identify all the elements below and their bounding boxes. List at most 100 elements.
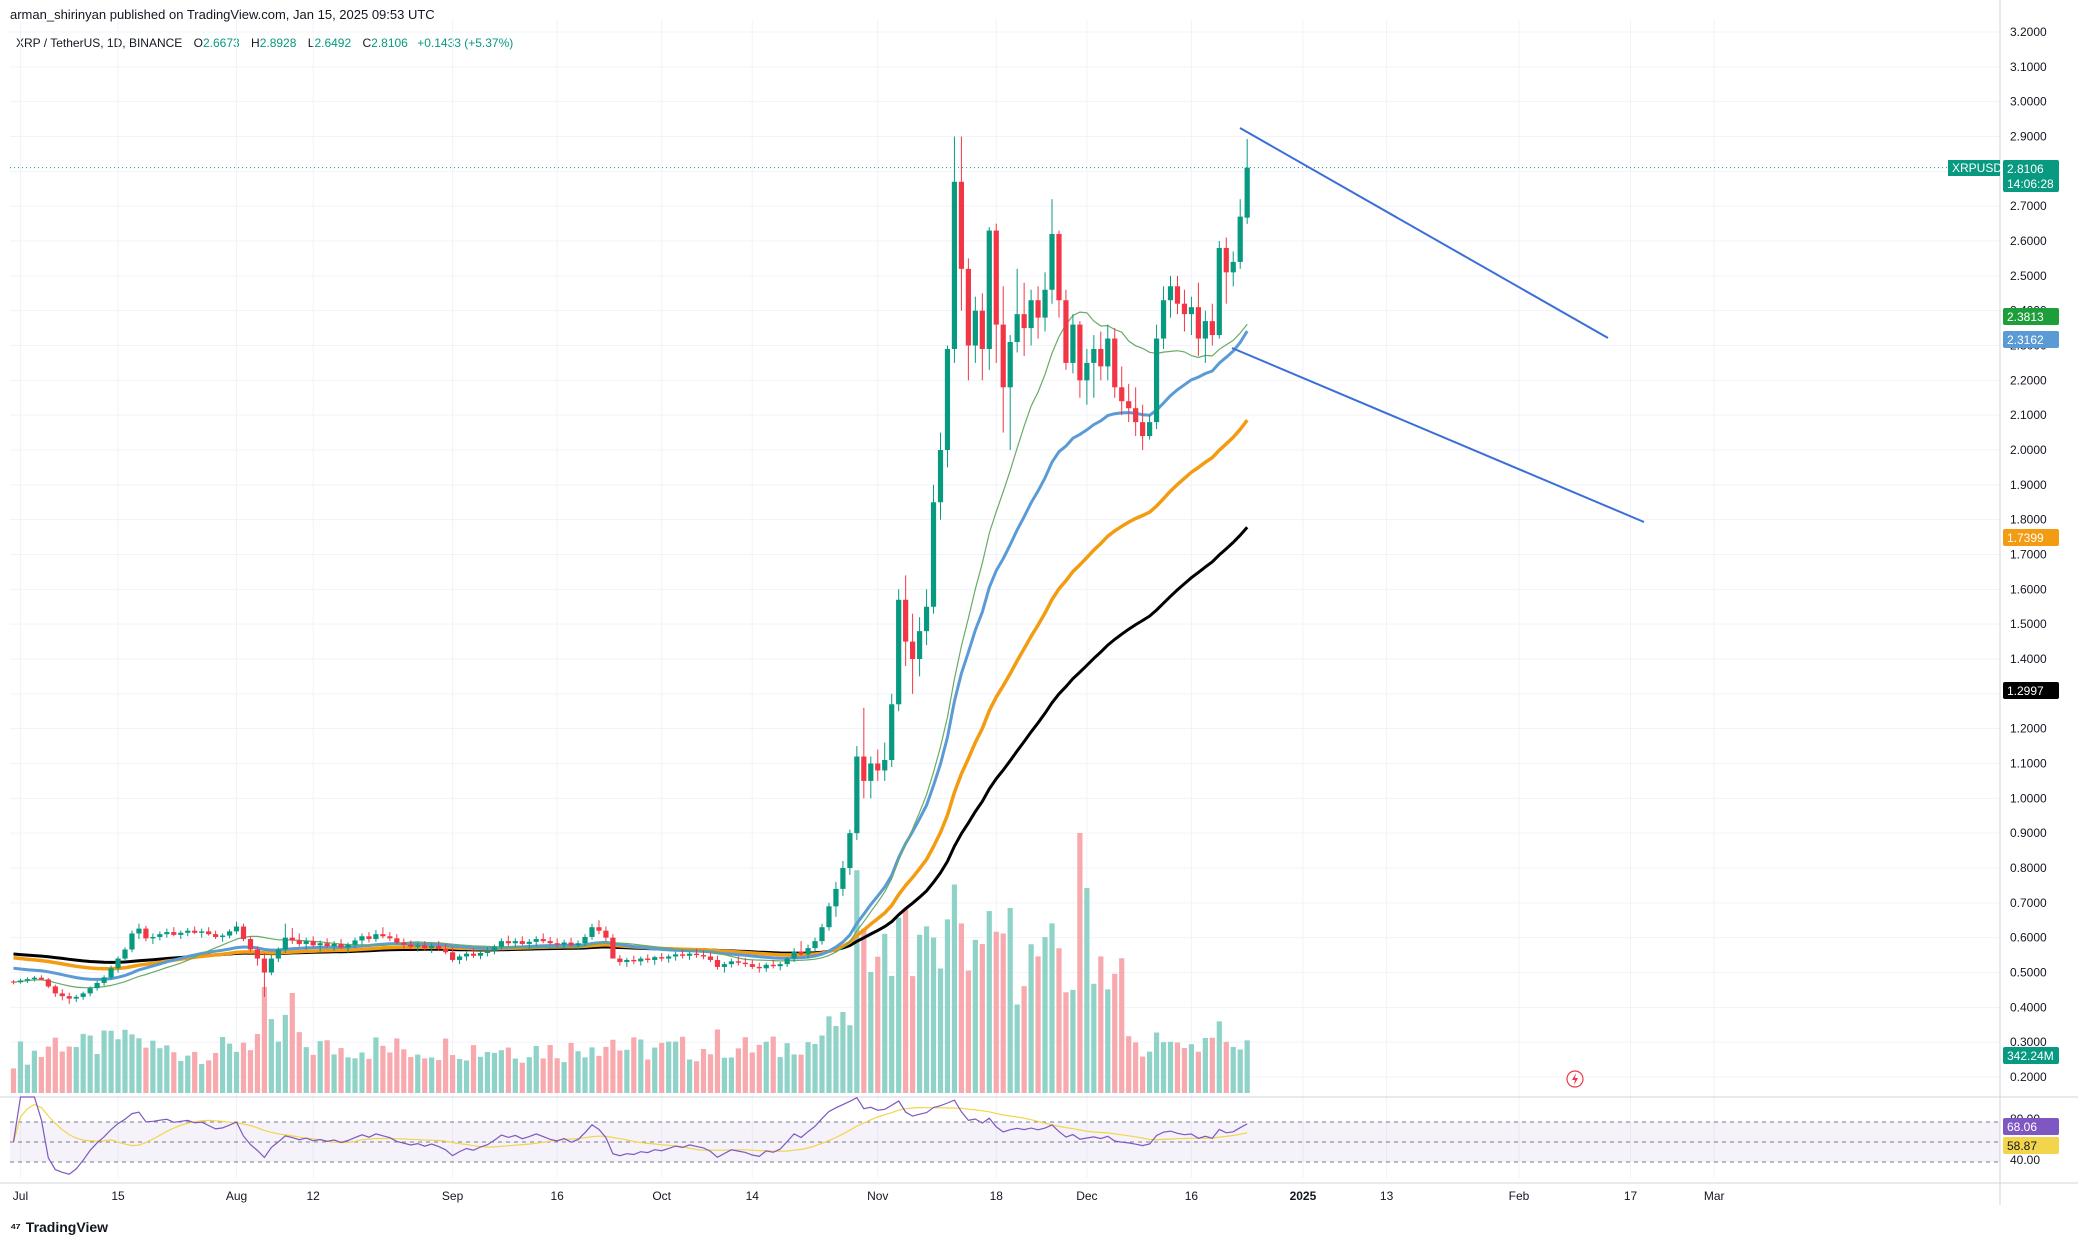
candle-body [1202,321,1208,339]
volume-bar [554,1058,560,1093]
y-tick-label: 3.0000 [2010,95,2047,109]
symbol-tag-label: XRPUSDT [1952,161,2010,175]
volume-bar [603,1046,609,1093]
volume-bar [1119,958,1125,1093]
volume-bar [631,1037,637,1093]
candle-body [1077,324,1083,381]
price-tag-bg [2003,682,2059,699]
x-tick-label: 18 [990,1189,1004,1203]
rsi-panel [10,1096,2000,1175]
candle-body [394,938,400,943]
candle-body [429,946,435,949]
candle-body [401,942,407,945]
symbol-name[interactable]: XRP / TetherUS, 1D, BINANCE [16,36,183,50]
volume-bar [1153,1032,1160,1093]
volume-bar [540,1058,546,1093]
volume-bar [916,934,923,1093]
y-tick-label: 2.2000 [2010,373,2047,387]
volume-bar [666,1041,672,1093]
volume-bar [136,1038,142,1093]
candle-body [1174,286,1181,304]
candle-body [206,931,212,935]
volume-bar [261,986,268,1093]
volume-bar [1216,1021,1222,1093]
candle-body [868,763,874,781]
volume-bar [401,1049,407,1093]
volume-bar [812,1043,818,1093]
candle-body [268,958,274,973]
candle-body [826,906,832,928]
candle-body [1209,321,1215,336]
volume-bar [185,1055,191,1093]
candle-body [798,951,804,955]
candle-body [1014,314,1020,343]
ma-green-line [13,311,1248,989]
volume-bar [1028,944,1034,1093]
tradingview-logo[interactable]: ⁴⁷ TradingView [10,1219,108,1235]
candle-body [916,631,923,659]
rsi-tick-label: 40.00 [2010,1153,2040,1167]
candle-body [254,949,261,959]
volume-bar [1112,973,1118,1093]
candle-body [1237,216,1243,262]
candle-body [422,945,428,949]
candle-body [861,756,867,781]
price-tag-bg [2003,529,2059,546]
candle-body [310,941,316,946]
volume-bar [735,1048,741,1093]
rsi-tag-bg [2003,1137,2059,1154]
volume-bar [568,1042,574,1093]
volume-bar [889,975,895,1093]
candle-body [373,934,379,940]
candle-body [470,953,477,956]
candle-body [1188,307,1195,315]
x-tick-label: 2025 [1290,1189,1317,1203]
close-label: C [362,36,372,50]
candle-body [199,931,205,933]
change-value: +0.1433 (+5.37%) [417,36,514,50]
y-tick-label: 2.0000 [2010,443,2047,457]
price-tag-countdown: 14:06:28 [2007,177,2054,191]
volume-bar [366,1058,372,1093]
volume-bar [101,1030,107,1093]
volume-bar [233,1051,240,1093]
candle-body [958,181,965,269]
candle-body [185,930,191,933]
volume-bar [115,1039,121,1093]
volume-bar [1174,1042,1181,1093]
volume-bar [638,1039,644,1093]
volume-bar [24,1064,31,1093]
volume-bar [749,1052,755,1093]
candle-body [596,927,602,931]
candle-body [777,964,783,967]
price-tag-value: 1.2997 [2007,684,2044,698]
volume-bar [171,1052,177,1093]
candle-body [136,928,142,934]
lower-trendline [1231,347,1645,523]
volume-bar [910,976,916,1093]
volume-bar [296,1032,302,1093]
volume-bar [268,1019,274,1093]
candle-body [87,988,93,994]
volume-bar [903,908,909,1093]
rsi-tag-value: 68.06 [2007,1120,2037,1134]
volume-bar [408,1057,414,1093]
price-tag-bg [2003,308,2059,325]
volume-bar [1209,1037,1215,1093]
candle-body [889,704,895,761]
candle-body [652,957,658,960]
candle-body [415,945,421,947]
volume-bar [129,1034,135,1093]
candle-body [359,936,365,941]
candle-body [1070,324,1076,363]
volume-bar [317,1041,323,1093]
volume-bar [986,911,992,1093]
volume-bar [52,1037,58,1093]
ma-black-line [13,526,1249,964]
volume-bar [1063,992,1069,1093]
price-tag-bg [2003,331,2059,348]
candle-body [10,981,17,983]
volume-bar [533,1045,539,1093]
